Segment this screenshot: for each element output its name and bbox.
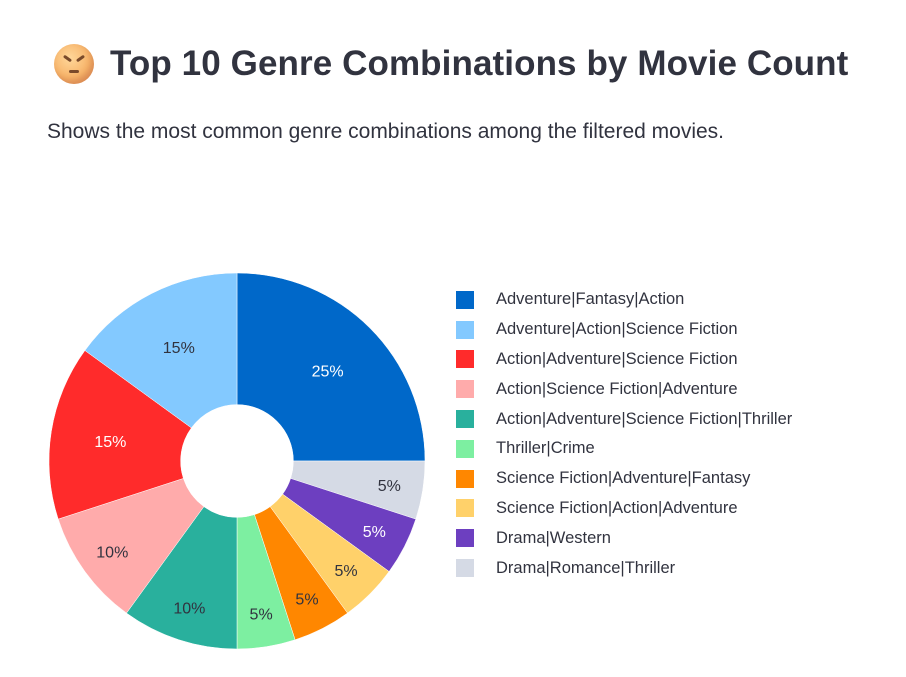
slice-data-label: 25% [312, 363, 344, 380]
face-with-crossed-out-eyes-icon [54, 44, 94, 84]
legend-label: Drama|Romance|Thriller [496, 558, 676, 577]
slice-data-label: 5% [250, 606, 273, 623]
legend-item[interactable]: Drama|Romance|Thriller [456, 553, 792, 583]
page-title: Top 10 Genre Combinations by Movie Count [110, 44, 849, 83]
legend-swatch [456, 469, 474, 488]
pie-slice[interactable] [84, 272, 238, 429]
legend-label: Drama|Western [496, 528, 611, 547]
slice-data-label: 5% [363, 524, 386, 541]
legend-label: Thriller|Crime [496, 439, 595, 458]
slice-data-label: 5% [295, 591, 318, 608]
page-header: Top 10 Genre Combinations by Movie Count [48, 44, 848, 84]
legend-item[interactable]: Adventure|Fantasy|Action [456, 285, 792, 315]
legend-item[interactable]: Thriller|Crime [456, 434, 792, 464]
pie-slice[interactable] [236, 272, 426, 462]
slice-data-label: 5% [378, 478, 401, 495]
legend-label: Action|Science Fiction|Adventure [496, 379, 738, 398]
slice-data-label: 5% [334, 563, 357, 580]
legend-swatch [456, 439, 474, 458]
legend-swatch [456, 350, 474, 369]
legend-label: Science Fiction|Adventure|Fantasy [496, 469, 751, 488]
pie-slice[interactable] [126, 506, 238, 650]
legend-label: Adventure|Fantasy|Action [496, 290, 685, 309]
slice-data-label: 15% [94, 434, 126, 451]
slice-data-label: 15% [163, 340, 195, 357]
slice-data-label: 10% [173, 601, 205, 618]
slice-data-label: 10% [96, 545, 128, 562]
legend-item[interactable]: Action|Science Fiction|Adventure [456, 374, 792, 404]
legend-item[interactable]: Adventure|Action|Science Fiction [456, 315, 792, 345]
legend-item[interactable]: Science Fiction|Adventure|Fantasy [456, 464, 792, 494]
legend-label: Action|Adventure|Science Fiction [496, 349, 738, 368]
legend-item[interactable]: Science Fiction|Action|Adventure [456, 494, 792, 524]
legend-label: Science Fiction|Action|Adventure [496, 498, 738, 517]
pie-slice[interactable] [48, 350, 192, 520]
legend-swatch [456, 380, 474, 399]
legend-item[interactable]: Action|Adventure|Science Fiction|Thrille… [456, 404, 792, 434]
legend-swatch [456, 320, 474, 339]
legend-swatch [456, 410, 474, 429]
legend-swatch [456, 290, 474, 309]
legend-swatch [456, 529, 474, 548]
legend-item[interactable]: Action|Adventure|Science Fiction [456, 345, 792, 375]
legend-item[interactable]: Drama|Western [456, 523, 792, 553]
legend-swatch [456, 499, 474, 518]
legend-label: Adventure|Action|Science Fiction [496, 320, 738, 339]
page-subtitle: Shows the most common genre combinations… [47, 120, 724, 143]
chart-legend: Adventure|Fantasy|Action Adventure|Action… [456, 285, 792, 583]
legend-label: Action|Adventure|Science Fiction|Thrille… [496, 409, 793, 428]
legend-swatch [456, 559, 474, 578]
pie-slice[interactable] [57, 478, 205, 614]
